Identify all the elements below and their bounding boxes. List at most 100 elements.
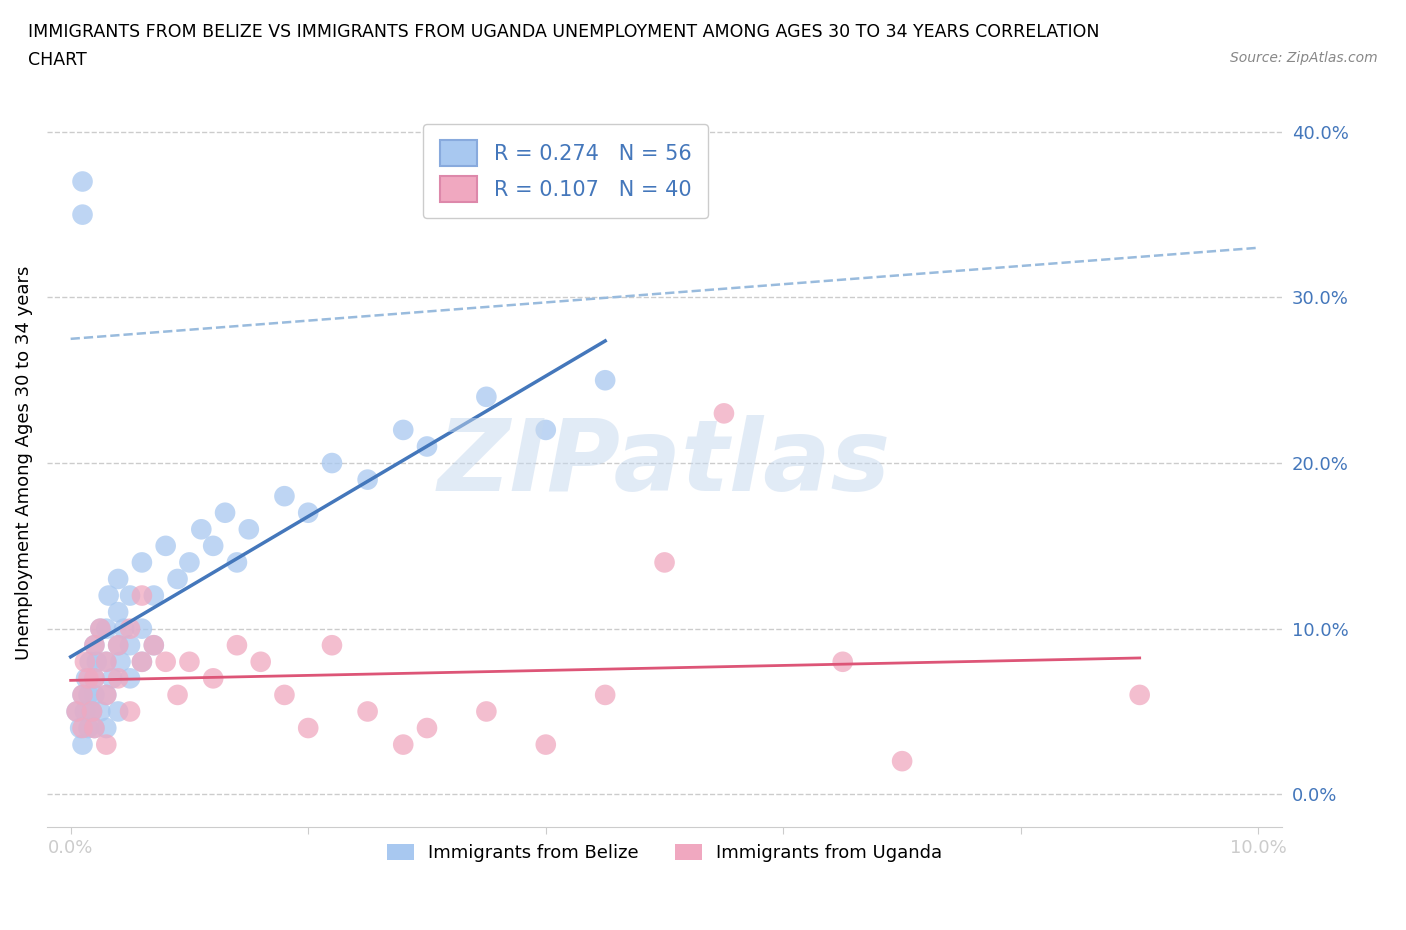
Point	[72, 687, 94, 702]
Point	[97, 588, 120, 603]
Point	[131, 621, 153, 636]
Point	[131, 655, 153, 670]
Point	[96, 655, 118, 670]
Point	[179, 655, 201, 670]
Point	[356, 472, 378, 487]
Point	[107, 671, 129, 685]
Text: CHART: CHART	[28, 51, 87, 69]
Point	[96, 737, 118, 752]
Point	[75, 671, 97, 685]
Point	[356, 704, 378, 719]
Point	[166, 572, 188, 587]
Point	[831, 655, 853, 670]
Point	[593, 373, 616, 388]
Text: Source: ZipAtlas.com: Source: ZipAtlas.com	[1230, 51, 1378, 65]
Point	[83, 687, 105, 702]
Point	[202, 671, 225, 685]
Point	[118, 638, 141, 653]
Point	[112, 621, 135, 636]
Point	[392, 422, 415, 437]
Point	[297, 721, 319, 736]
Point	[86, 655, 108, 670]
Point	[83, 671, 105, 685]
Point	[1129, 687, 1152, 702]
Point	[475, 704, 498, 719]
Point	[83, 721, 105, 736]
Text: ZIPatlas: ZIPatlas	[439, 415, 891, 512]
Point	[83, 671, 105, 685]
Point	[89, 621, 111, 636]
Point	[118, 621, 141, 636]
Legend: Immigrants from Belize, Immigrants from Uganda: Immigrants from Belize, Immigrants from …	[380, 837, 949, 870]
Point	[238, 522, 260, 537]
Point	[72, 721, 94, 736]
Point	[72, 737, 94, 752]
Point	[142, 638, 165, 653]
Point	[96, 687, 118, 702]
Y-axis label: Unemployment Among Ages 30 to 34 years: Unemployment Among Ages 30 to 34 years	[15, 266, 32, 660]
Point	[131, 555, 153, 570]
Point	[534, 422, 557, 437]
Point	[190, 522, 212, 537]
Point	[416, 439, 439, 454]
Point	[226, 638, 249, 653]
Point	[392, 737, 415, 752]
Point	[131, 588, 153, 603]
Point	[273, 489, 295, 504]
Point	[297, 505, 319, 520]
Point	[214, 505, 236, 520]
Point	[118, 671, 141, 685]
Point	[96, 721, 118, 736]
Point	[89, 704, 111, 719]
Point	[249, 655, 271, 670]
Point	[83, 638, 105, 653]
Text: IMMIGRANTS FROM BELIZE VS IMMIGRANTS FROM UGANDA UNEMPLOYMENT AMONG AGES 30 TO 3: IMMIGRANTS FROM BELIZE VS IMMIGRANTS FRO…	[28, 23, 1099, 41]
Point	[226, 555, 249, 570]
Point	[83, 638, 105, 653]
Point	[80, 704, 103, 719]
Point	[107, 704, 129, 719]
Point	[72, 174, 94, 189]
Point	[593, 687, 616, 702]
Point	[321, 638, 343, 653]
Point	[110, 655, 132, 670]
Point	[72, 207, 94, 222]
Point	[273, 687, 295, 702]
Point	[107, 638, 129, 653]
Point	[416, 721, 439, 736]
Point	[96, 621, 118, 636]
Point	[179, 555, 201, 570]
Point	[65, 704, 87, 719]
Point	[891, 753, 914, 768]
Point	[96, 687, 118, 702]
Point	[118, 588, 141, 603]
Point	[65, 704, 87, 719]
Point	[77, 687, 100, 702]
Point	[654, 555, 676, 570]
Point	[80, 704, 103, 719]
Point	[321, 456, 343, 471]
Point	[142, 638, 165, 653]
Point	[713, 405, 735, 420]
Point	[107, 604, 129, 619]
Point	[73, 655, 96, 670]
Point	[202, 538, 225, 553]
Point	[475, 390, 498, 405]
Point	[69, 721, 91, 736]
Point	[72, 687, 94, 702]
Point	[79, 655, 101, 670]
Point	[118, 704, 141, 719]
Point	[101, 671, 124, 685]
Point	[142, 588, 165, 603]
Point	[89, 621, 111, 636]
Point	[77, 721, 100, 736]
Point	[77, 671, 100, 685]
Point	[534, 737, 557, 752]
Point	[155, 655, 177, 670]
Point	[107, 638, 129, 653]
Point	[96, 655, 118, 670]
Point	[107, 572, 129, 587]
Point	[73, 704, 96, 719]
Point	[83, 721, 105, 736]
Point	[131, 655, 153, 670]
